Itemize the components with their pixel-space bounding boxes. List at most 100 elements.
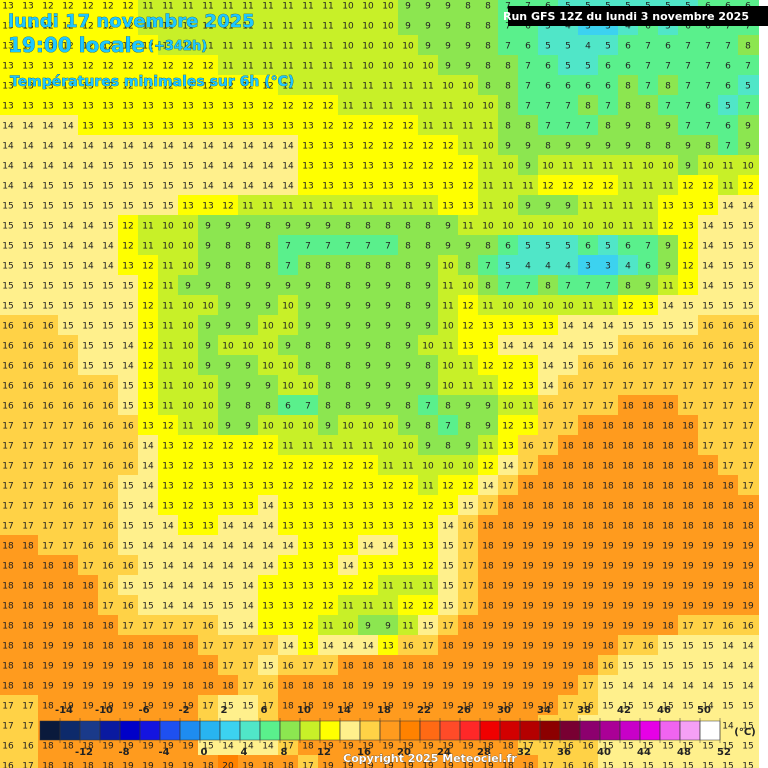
temperature-cell (218, 95, 239, 116)
temperature-cell (98, 755, 119, 768)
temperature-cell (18, 695, 39, 716)
temperature-cell (618, 115, 639, 136)
temperature-cell (178, 595, 199, 616)
temperature-cell (578, 355, 599, 376)
temperature-cell (298, 495, 319, 516)
temperature-cell (378, 255, 399, 276)
temperature-value: 11 (582, 302, 593, 312)
temperature-value: 18 (682, 522, 694, 532)
temperature-value: 13 (142, 402, 153, 412)
temperature-cell (58, 275, 79, 296)
temperature-value: 13 (162, 442, 173, 452)
temperature-value: 9 (445, 222, 451, 232)
temperature-cell (598, 415, 619, 436)
temperature-cell (218, 355, 239, 376)
temperature-value: 14 (242, 602, 254, 612)
temperature-cell (558, 435, 579, 456)
temperature-value: 17 (582, 402, 593, 412)
temperature-value: 7 (385, 242, 391, 252)
legend-tick-label: 46 (657, 705, 671, 716)
temperature-cell (738, 335, 759, 356)
temperature-value: 10 (382, 62, 394, 72)
temperature-cell (98, 355, 119, 376)
temperature-value: 14 (162, 522, 174, 532)
temperature-cell (0, 535, 19, 556)
legend-swatch (259, 720, 281, 741)
temperature-cell (478, 195, 499, 216)
temperature-value: 13 (22, 2, 33, 12)
temperature-value: 15 (142, 522, 153, 532)
temperature-cell (198, 495, 219, 516)
temperature-cell (0, 195, 19, 216)
temperature-value: 9 (445, 22, 451, 32)
temperature-cell (438, 295, 459, 316)
temperature-cell (378, 495, 399, 516)
temperature-value: 14 (442, 522, 454, 532)
temperature-value: 19 (442, 682, 454, 692)
temperature-value: 13 (62, 102, 73, 112)
temperature-value: 14 (2, 182, 14, 192)
temperature-cell (78, 255, 99, 276)
temperature-value: 11 (242, 202, 253, 212)
temperature-value: 11 (582, 162, 593, 172)
temperature-cell (58, 195, 79, 216)
temperature-cell (338, 675, 359, 696)
temperature-cell (478, 0, 499, 16)
temperature-cell (718, 675, 739, 696)
temperature-value: 15 (742, 282, 753, 292)
temperature-cell (398, 655, 419, 676)
temperature-value: 16 (622, 362, 634, 372)
temperature-cell (378, 435, 399, 456)
temperature-cell (278, 495, 299, 516)
temperature-cell (278, 435, 299, 456)
temperature-cell (598, 435, 619, 456)
temperature-cell (678, 195, 699, 216)
temperature-value: 18 (522, 502, 534, 512)
temperature-value: 8 (345, 382, 351, 392)
temperature-cell (478, 155, 499, 176)
temperature-value: 7 (705, 42, 711, 52)
temperature-value: 10 (162, 242, 174, 252)
temperature-cell (418, 295, 439, 316)
temperature-value: 13 (162, 102, 173, 112)
temperature-cell (138, 555, 159, 576)
temperature-value: 18 (22, 582, 34, 592)
temperature-cell (438, 235, 459, 256)
temperature-value: 18 (482, 542, 494, 552)
temperature-cell (298, 415, 319, 436)
temperature-cell (638, 315, 659, 336)
temperature-cell (338, 455, 359, 476)
temperature-value: 18 (622, 522, 634, 532)
temperature-cell (178, 15, 199, 36)
temperature-cell (78, 335, 99, 356)
temperature-cell (198, 75, 219, 96)
temperature-value: 18 (22, 682, 34, 692)
temperature-value: 7 (665, 102, 671, 112)
temperature-cell (458, 695, 479, 716)
legend-swatch (159, 720, 181, 741)
legend-tick-label: 48 (677, 747, 691, 758)
temperature-value: 10 (342, 2, 354, 12)
temperature-cell (138, 315, 159, 336)
temperature-value: 13 (362, 522, 373, 532)
temperature-cell (618, 755, 639, 768)
temperature-value: 13 (182, 122, 193, 132)
legend-tick-label: 8 (281, 747, 288, 758)
temperature-value: 14 (722, 202, 734, 212)
temperature-cell (578, 635, 599, 656)
temperature-cell (178, 515, 199, 536)
temperature-value: 12 (122, 82, 133, 92)
temperature-value: 15 (122, 582, 133, 592)
run-info: Run GFS 12Z du lundi 3 novembre 2025 (503, 10, 749, 23)
temperature-cell (258, 755, 279, 768)
temperature-value: 13 (342, 142, 353, 152)
temperature-cell (558, 95, 579, 116)
temperature-cell (438, 0, 459, 16)
temperature-value: 18 (622, 482, 634, 492)
temperature-cell (318, 335, 339, 356)
temperature-value: 11 (282, 442, 293, 452)
temperature-cell (498, 275, 519, 296)
legend-swatch (339, 720, 361, 741)
temperature-value: 17 (722, 442, 733, 452)
temperature-value: 7 (305, 402, 311, 412)
